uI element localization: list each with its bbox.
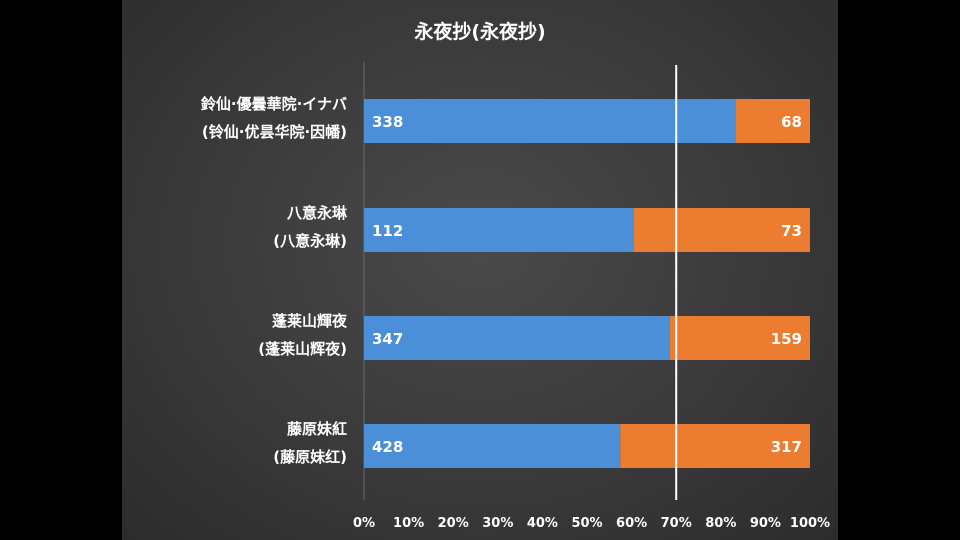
category-label: (蓬莱山辉夜) <box>258 340 347 358</box>
data-label: 317 <box>771 438 802 456</box>
category-label: (八意永琳) <box>273 232 347 250</box>
bar-segment-series-1 <box>364 208 635 252</box>
tick-label: 90% <box>750 516 781 531</box>
chart-panel: 永夜抄(永夜抄) 338 68 112 73 347 159 428 317 鈴仙·優曇華院·… <box>122 0 838 540</box>
data-label: 159 <box>771 330 802 348</box>
stacked-bar-chart: 永夜抄(永夜抄) 338 68 112 73 347 159 428 317 鈴仙·優曇華院·… <box>201 20 830 531</box>
chart-title: 永夜抄(永夜抄) <box>413 20 545 43</box>
tick-label: 50% <box>571 516 602 531</box>
category-label: (藤原妹红) <box>273 448 347 466</box>
tick-label: 10% <box>393 516 424 531</box>
bar-segment-series-2 <box>634 208 810 252</box>
tick-label: 70% <box>661 516 692 531</box>
tick-label: 100% <box>790 516 830 531</box>
bar-segment-series-1 <box>364 99 736 143</box>
category-label: 鈴仙·優曇華院·イナバ <box>201 95 347 113</box>
tick-label: 0% <box>353 516 375 531</box>
data-label: 73 <box>781 222 802 240</box>
bar-segment-series-1 <box>364 424 621 468</box>
data-label: 338 <box>372 113 403 131</box>
bar-segment-series-2 <box>735 99 810 143</box>
category-label: (铃仙·优昙华院·因幡) <box>202 123 347 141</box>
bar-segment-series-2 <box>620 424 810 468</box>
tick-label: 40% <box>527 516 558 531</box>
tick-label: 60% <box>616 516 647 531</box>
category-label: 藤原妹紅 <box>287 420 347 438</box>
bar-segment-series-1 <box>364 316 670 360</box>
category-label: 八意永琳 <box>286 204 348 222</box>
data-label: 428 <box>372 438 403 456</box>
data-label: 112 <box>372 222 403 240</box>
tick-label: 80% <box>705 516 736 531</box>
bar-segment-series-2 <box>669 316 810 360</box>
data-label: 347 <box>372 330 403 348</box>
data-label: 68 <box>781 113 802 131</box>
tick-label: 30% <box>482 516 513 531</box>
category-label: 蓬莱山輝夜 <box>272 312 348 330</box>
tick-label: 20% <box>438 516 469 531</box>
